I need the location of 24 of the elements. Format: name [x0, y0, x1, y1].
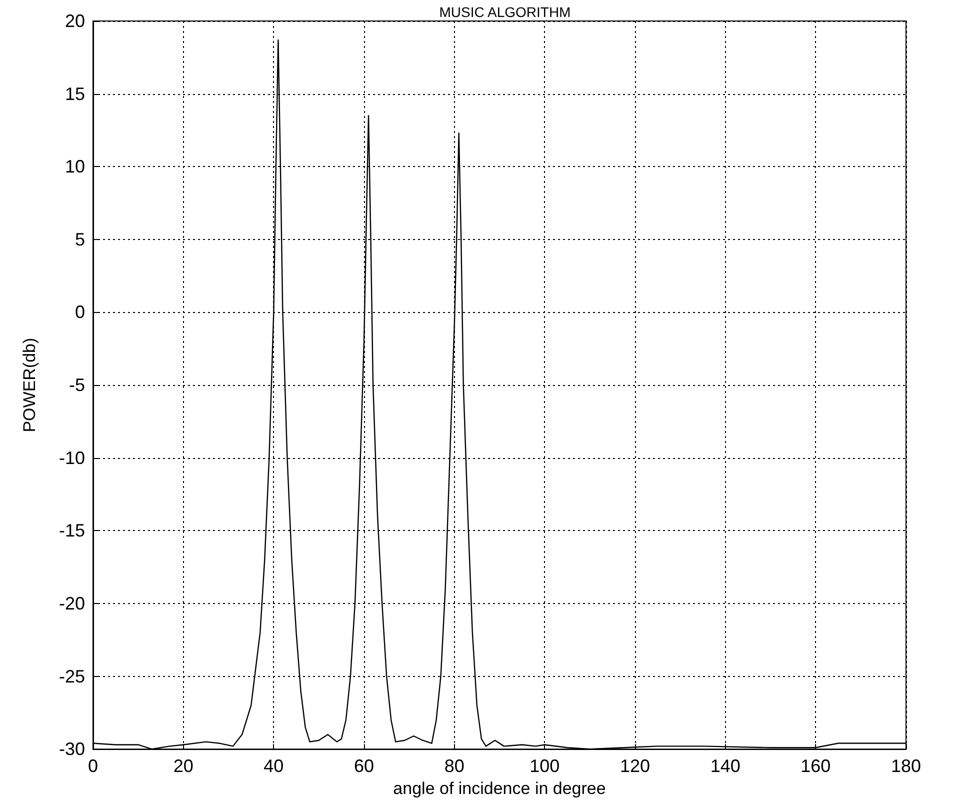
- y-tick-label: 15: [64, 84, 85, 104]
- x-tick-label: 0: [88, 756, 98, 776]
- x-tick-label: 140: [710, 756, 740, 776]
- y-tick-label: 5: [74, 229, 85, 250]
- x-tick-label: 20: [173, 756, 194, 776]
- x-tick-label: 180: [890, 756, 922, 776]
- x-tick-label: 160: [800, 756, 831, 776]
- y-tick-label: -30: [58, 739, 85, 760]
- y-tick-label: 10: [64, 156, 85, 177]
- y-tick-label: -25: [58, 666, 85, 686]
- x-axis-title: angle of incidence in degree: [393, 779, 606, 798]
- x-tick-label: 80: [444, 756, 464, 776]
- y-tick-label: -20: [58, 593, 85, 614]
- y-tick-label: 0: [74, 302, 85, 322]
- chart-title: MUSIC ALGORITHM: [439, 4, 571, 20]
- y-axis-title: POWER(db): [20, 338, 39, 432]
- y-tick-label: 20: [64, 11, 85, 31]
- x-tick-label: 100: [530, 756, 560, 776]
- y-tick-label: -10: [58, 448, 85, 468]
- x-tick-label: 40: [264, 756, 284, 776]
- x-tick-label: 120: [620, 756, 650, 776]
- x-tick-label: 60: [354, 756, 374, 776]
- y-tick-label: -5: [68, 375, 85, 396]
- y-tick-label: -15: [58, 520, 85, 541]
